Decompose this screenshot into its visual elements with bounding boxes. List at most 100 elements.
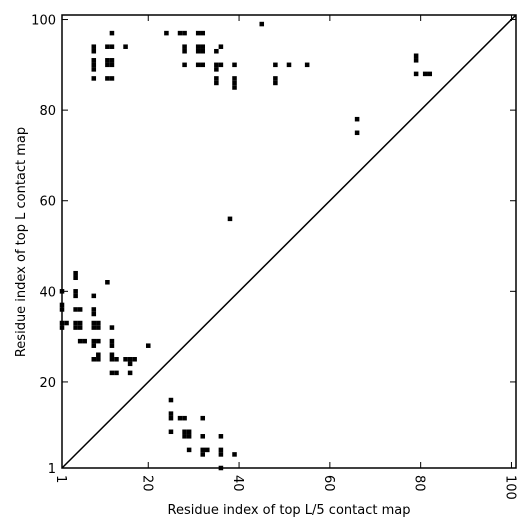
- contact-cell-upper: [427, 71, 433, 77]
- contact-cell-upper: [422, 71, 428, 77]
- contact-cell-lower: [168, 411, 174, 416]
- contact-cell-upper: [91, 62, 97, 68]
- y-tick-label: 80: [39, 104, 56, 119]
- contact-cell-upper: [200, 48, 206, 54]
- contact-cell-upper: [164, 30, 169, 36]
- diagonal-line: [61, 14, 517, 469]
- contact-cell-upper: [304, 62, 310, 68]
- contact-cell-lower: [105, 280, 110, 285]
- contact-cell-lower: [114, 357, 119, 362]
- x-tick-label: 80: [412, 475, 427, 492]
- y-tick-label: 60: [39, 195, 56, 210]
- contact-cell-lower: [96, 338, 101, 344]
- contact-cell-upper: [182, 30, 187, 36]
- contact-cell-upper: [91, 67, 97, 72]
- contact-cell-upper: [232, 76, 237, 81]
- contact-cell-lower: [168, 415, 174, 421]
- contact-cell-lower: [109, 352, 115, 358]
- contact-cell-lower: [218, 434, 224, 439]
- contact-cell-upper: [413, 71, 419, 77]
- contact-cell-upper: [259, 21, 265, 27]
- y-tick-label: 40: [39, 285, 56, 300]
- contact-cell-lower: [77, 307, 83, 312]
- contact-cell-lower: [218, 447, 224, 453]
- contact-cell-upper: [91, 48, 97, 54]
- contact-cell-lower: [182, 415, 187, 421]
- contact-cell-upper: [218, 44, 224, 49]
- contact-cell-upper: [273, 76, 278, 81]
- contact-cell-lower: [182, 434, 187, 439]
- contact-cell-lower: [109, 343, 115, 348]
- contact-cell-lower: [127, 370, 133, 376]
- contact-cell-upper: [354, 130, 360, 136]
- x-tick-label: 1: [53, 475, 68, 483]
- contact-cell-lower: [73, 275, 78, 281]
- contact-cell-upper: [91, 44, 97, 49]
- contact-cell-upper: [177, 30, 183, 36]
- contact-cell-lower: [168, 397, 174, 403]
- contact-cell-lower: [186, 429, 192, 435]
- contact-cell-lower: [91, 343, 97, 348]
- x-tick-label: 20: [139, 475, 154, 492]
- contact-cell-upper: [354, 116, 360, 122]
- contact-cell-lower: [109, 338, 115, 344]
- contact-cell-lower: [168, 429, 174, 435]
- contact-cell-upper: [105, 76, 110, 81]
- contact-cell-lower: [73, 293, 78, 299]
- contact-cell-upper: [218, 62, 224, 68]
- contact-cell-lower: [200, 447, 206, 453]
- contact-cell-lower: [77, 325, 83, 330]
- contact-cell-upper: [413, 58, 419, 63]
- contact-cell-upper: [195, 44, 201, 49]
- contact-cell-upper: [232, 85, 237, 90]
- contact-cell-upper: [105, 44, 110, 49]
- contact-cell-lower: [91, 293, 97, 299]
- x-axis-label: Residue index of top L/5 contact map: [168, 503, 411, 518]
- contact-cell-upper: [227, 216, 233, 222]
- y-tick-label: 1: [48, 462, 56, 477]
- contact-cell-upper: [214, 80, 219, 86]
- contact-cell-upper: [200, 30, 206, 36]
- contact-cell-upper: [182, 62, 187, 68]
- contact-cell-lower: [186, 434, 192, 439]
- contact-cell-lower: [91, 311, 97, 317]
- contact-cell-lower: [145, 343, 151, 348]
- contact-cell-upper: [109, 58, 115, 63]
- x-tick-label: 100: [502, 475, 517, 500]
- contact-cell-lower: [182, 429, 187, 435]
- contact-cell-lower: [73, 320, 78, 326]
- contact-cell-lower: [91, 307, 97, 312]
- contact-cell-upper: [273, 62, 278, 68]
- contact-cell-lower: [91, 357, 97, 362]
- contact-cell-lower: [73, 307, 78, 312]
- contact-cell-upper: [232, 80, 237, 86]
- contact-cell-lower: [73, 289, 78, 294]
- contact-cell-upper: [91, 76, 97, 81]
- contact-cell-lower: [73, 325, 78, 330]
- contact-cell-lower: [109, 370, 115, 376]
- contact-cell-lower: [114, 370, 119, 376]
- contact-cell-lower: [91, 325, 97, 330]
- contact-cell-lower: [96, 320, 101, 326]
- contact-cell-lower: [73, 270, 78, 276]
- contact-cell-lower: [82, 338, 87, 344]
- contact-cell-lower: [200, 434, 206, 439]
- contact-cell-lower: [186, 447, 192, 453]
- contact-cell-upper: [232, 62, 237, 68]
- contact-cell-lower: [205, 447, 210, 453]
- contact-cell-upper: [286, 62, 292, 68]
- contact-cell-upper: [195, 30, 201, 36]
- contact-cell-upper: [182, 44, 187, 49]
- y-tick-label: 20: [39, 376, 56, 391]
- contact-cell-lower: [232, 452, 237, 457]
- contact-cell-lower: [96, 325, 101, 330]
- contact-cell-upper: [200, 44, 206, 49]
- contact-cell-upper: [214, 48, 219, 54]
- plot-frame: [61, 14, 517, 469]
- contact-cell-upper: [109, 44, 115, 49]
- x-tick-label: 40: [230, 475, 245, 492]
- contact-cell-lower: [177, 415, 183, 421]
- contact-cell-upper: [273, 80, 278, 86]
- contact-cell-lower: [132, 357, 137, 362]
